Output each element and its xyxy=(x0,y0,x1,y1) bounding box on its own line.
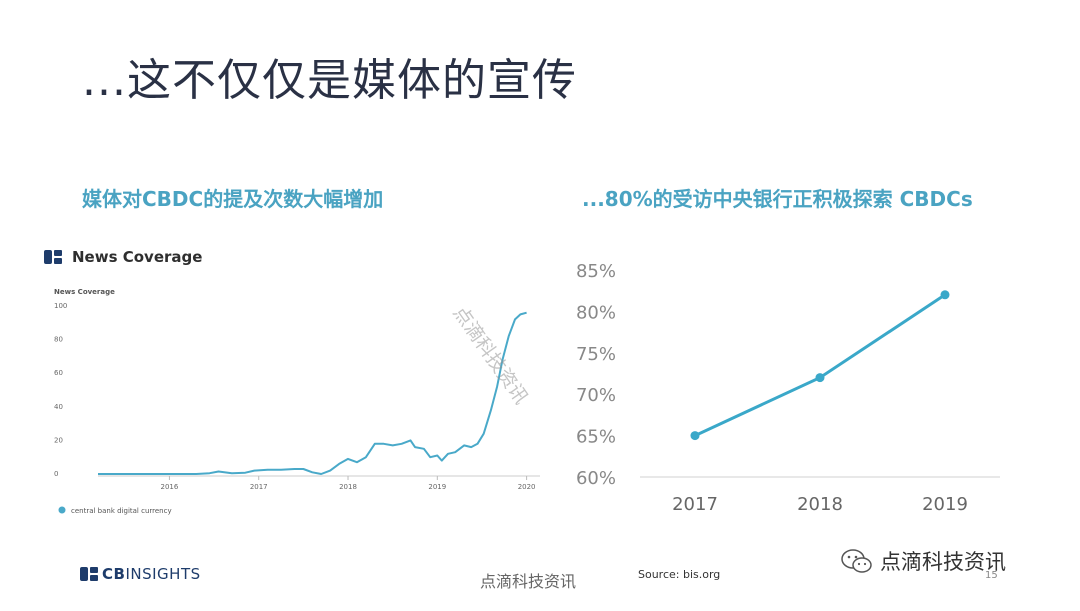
y-tick-label: 75% xyxy=(576,344,616,365)
legend-label: central bank digital currency xyxy=(71,507,172,515)
y-tick-label: 100 xyxy=(54,302,67,310)
x-tick-label: 2019 xyxy=(922,494,968,515)
y-tick-label: 0 xyxy=(54,470,58,478)
cbinsights-logo: CBINSIGHTS xyxy=(80,565,201,583)
news-coverage-header: News Coverage xyxy=(44,248,202,266)
footer-center-text: 点滴科技资讯 xyxy=(480,572,577,591)
right-subtitle: ...80%的受访中央银行正积极探索 CBDCs xyxy=(582,187,973,211)
survey-line xyxy=(694,293,946,437)
y-tick-label: 85% xyxy=(576,261,616,282)
wechat-icon xyxy=(841,549,872,573)
page-title: ...这不仅仅是媒体的宣传 xyxy=(82,55,577,106)
source-note: Source: bis.org xyxy=(638,568,721,581)
x-tick-label: 2017 xyxy=(250,483,268,491)
left-subtitle: 媒体对CBDC的提及次数大幅增加 xyxy=(82,187,384,211)
y-axis-title: News Coverage xyxy=(54,288,115,296)
y-tick-label: 70% xyxy=(576,385,616,406)
central-bank-chart: 60% 65% 70% 75% 80% 85% 2017 2018 2019 xyxy=(576,261,1000,515)
x-tick-label: 2017 xyxy=(672,494,718,515)
y-tick-label: 65% xyxy=(576,427,616,448)
y-tick-label: 60% xyxy=(576,468,616,489)
y-tick-label: 20 xyxy=(54,436,63,444)
x-tick-label: 2018 xyxy=(797,494,843,515)
cb-logo-icon xyxy=(44,250,62,264)
wechat-account-name: 点滴科技资讯 xyxy=(880,550,1006,574)
page-number: 15 xyxy=(985,570,998,581)
data-point xyxy=(940,290,950,300)
cbinsights-logo-icon xyxy=(80,567,98,581)
data-point xyxy=(815,373,825,383)
y-tick-label: 80 xyxy=(54,336,63,344)
data-point xyxy=(690,431,700,441)
x-tick-label: 2016 xyxy=(161,483,179,491)
x-tick-label: 2018 xyxy=(339,483,357,491)
x-tick-label: 2020 xyxy=(518,483,536,491)
y-tick-label: 80% xyxy=(576,302,616,323)
x-tick-label: 2019 xyxy=(428,483,446,491)
y-tick-label: 60 xyxy=(54,369,63,377)
logo-prefix: CB xyxy=(102,565,126,583)
news-coverage-title: News Coverage xyxy=(72,248,203,266)
logo-suffix: INSIGHTS xyxy=(125,565,201,583)
wechat-badge: 点滴科技资讯 xyxy=(840,546,1006,576)
series-line-central-bank-digital-currency xyxy=(98,311,527,475)
y-tick-label: 40 xyxy=(54,403,63,411)
news-coverage-chart: News Coverage 0 20 40 60 80 100 2016 2017 2018 20… xyxy=(54,288,540,515)
legend-marker xyxy=(58,506,66,514)
